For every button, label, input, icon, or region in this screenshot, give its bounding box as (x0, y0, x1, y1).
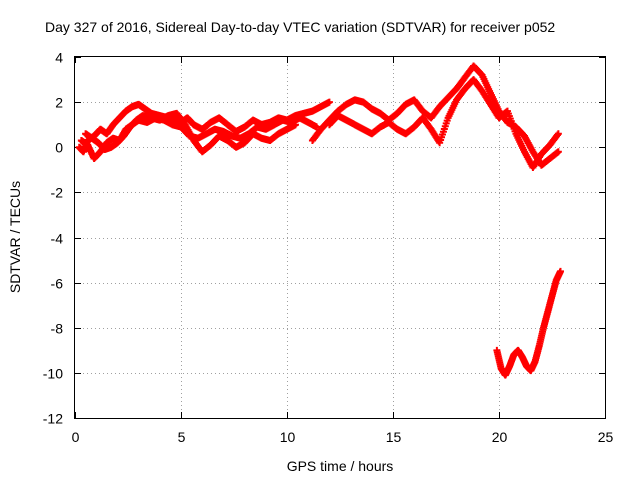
plot-frame (74, 56, 606, 419)
y-tick-label: 2 (55, 95, 63, 111)
data-point (325, 98, 333, 106)
x-tick-label: 20 (492, 429, 508, 445)
series-track-c (82, 109, 299, 156)
x-tick-label: 10 (280, 429, 296, 445)
x-axis-title: GPS time / hours (287, 458, 394, 474)
x-tick-label: 0 (72, 429, 80, 445)
axis-ticks (75, 57, 606, 419)
chart-title: Day 327 of 2016, Sidereal Day-to-day VTE… (45, 19, 555, 35)
x-tick-label: 15 (386, 429, 402, 445)
y-tick-label: -12 (43, 411, 63, 427)
y-tick-label: -2 (51, 185, 64, 201)
y-tick-labels: -12 -10 -8 -6 -4 -2 0 2 4 (43, 50, 63, 427)
y-tick-label: 0 (55, 140, 63, 156)
x-tick-labels: 0 5 10 15 20 25 (72, 429, 614, 445)
y-axis-title: SDTVAR / TECUs (7, 181, 23, 293)
data-point (554, 148, 562, 156)
series-track-f (493, 267, 564, 379)
data-point (291, 121, 299, 129)
y-tick-label: -10 (43, 366, 63, 382)
x-tick-label: 5 (178, 429, 186, 445)
y-tick-label: 4 (55, 50, 63, 66)
series-track-a (75, 98, 333, 156)
y-tick-label: -4 (51, 231, 64, 247)
y-tick-label: -8 (51, 321, 64, 337)
series-track-e (325, 76, 562, 172)
series-track-d (308, 62, 562, 169)
data-points (75, 62, 564, 379)
data-point (556, 267, 564, 275)
y-tick-label: -6 (51, 276, 64, 292)
x-tick-label: 25 (598, 429, 614, 445)
data-point (313, 123, 321, 131)
data-point (554, 130, 562, 138)
